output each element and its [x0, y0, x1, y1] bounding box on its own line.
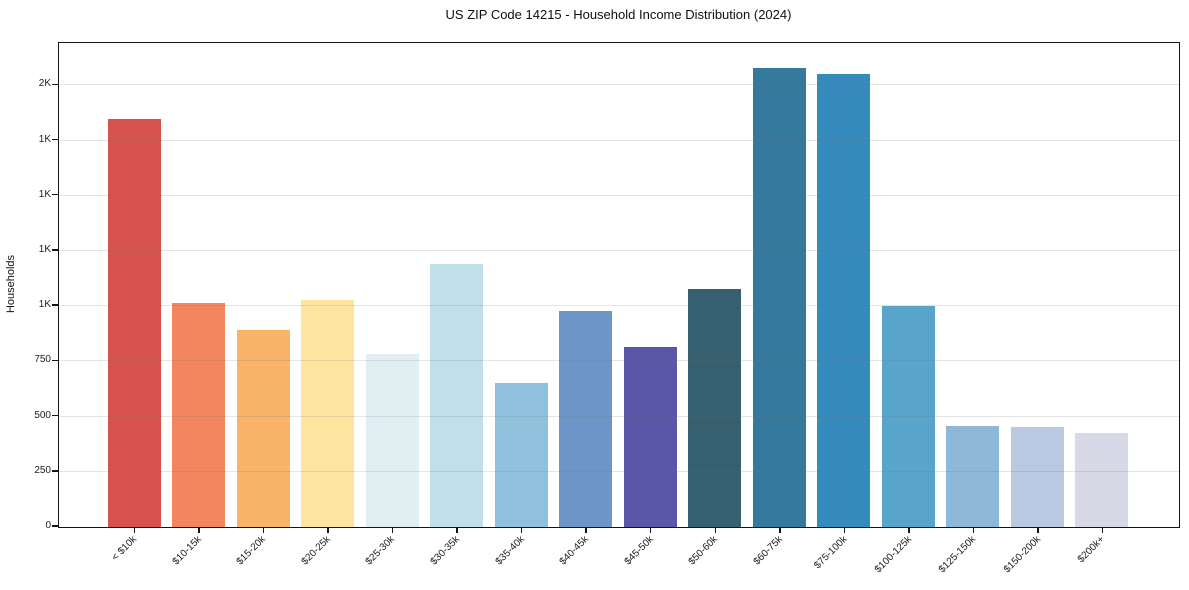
x-tick-label-text: $25-30k	[364, 534, 398, 568]
bar	[623, 346, 677, 527]
bar	[172, 303, 226, 527]
bar	[107, 119, 161, 527]
y-tick-label: 1K	[38, 299, 51, 311]
x-tick-label-text: $40-45k	[557, 534, 591, 568]
x-tick-mark	[327, 527, 329, 533]
x-tick-mark	[779, 527, 781, 533]
y-tick-mark	[52, 249, 58, 251]
bar	[881, 305, 935, 527]
x-tick-label-text: $150-200k	[1001, 534, 1043, 576]
plot-area	[57, 41, 1180, 528]
x-tick-mark	[391, 527, 394, 533]
y-tick-label: 250	[34, 464, 51, 476]
bar	[494, 382, 548, 527]
y-tick-mark	[52, 414, 58, 417]
y-tick-label: 0	[45, 520, 51, 531]
y-tick-label: 500	[34, 409, 51, 421]
bar	[1010, 427, 1064, 527]
y-tick-mark	[52, 525, 58, 527]
x-tick-label-text: $20-25k	[299, 534, 333, 568]
y-tick-mark	[52, 359, 58, 362]
x-tick-label-text: $10-15k	[170, 534, 204, 568]
x-tick-label-text: $60-75k	[751, 534, 785, 568]
bar	[817, 73, 871, 527]
gridline	[58, 194, 1179, 196]
y-tick-mark	[52, 193, 58, 196]
x-tick-label-text: $75-100k	[811, 534, 850, 572]
x-tick-mark	[972, 527, 975, 533]
y-tick-label: 1K	[38, 188, 51, 200]
y-tick-label: 750	[34, 354, 51, 366]
bar	[301, 300, 355, 527]
y-tick-mark	[52, 83, 58, 86]
x-tick-mark	[456, 527, 458, 533]
bar	[559, 311, 613, 527]
x-tick-mark	[908, 527, 910, 533]
x-tick-mark	[1037, 527, 1039, 533]
x-tick-label-text: $200k+	[1076, 534, 1108, 566]
x-tick-mark	[714, 527, 717, 533]
x-tick-mark	[1101, 527, 1104, 533]
gridline	[58, 360, 1179, 362]
gridline	[58, 305, 1179, 307]
bar	[365, 354, 419, 527]
x-tick-label-text: $50-60k	[686, 534, 721, 568]
x-tick-mark	[133, 527, 136, 533]
bar	[1075, 432, 1129, 527]
y-tick-mark	[52, 304, 58, 306]
gridline	[58, 139, 1179, 141]
x-tick-label-text: $35-40k	[493, 534, 527, 568]
bar	[688, 289, 742, 527]
x-tick-mark	[198, 527, 200, 533]
x-tick-mark	[843, 527, 846, 533]
x-tick-mark	[585, 527, 587, 533]
y-tick-mark	[52, 138, 58, 141]
x-tick-label-text: $15-20k	[234, 534, 269, 568]
x-tick-label-text: < $10k	[110, 534, 140, 564]
bar	[236, 329, 290, 527]
y-tick-label: 2K	[38, 78, 51, 90]
y-tick-mark	[52, 470, 58, 472]
chart-title: US ZIP Code 14215 - Household Income Dis…	[445, 7, 792, 22]
gridline	[58, 84, 1179, 86]
gridline	[58, 470, 1179, 472]
x-tick-label-text: $45-50k	[622, 534, 656, 568]
y-tick-label: 1K	[38, 243, 51, 255]
bar	[946, 426, 1000, 527]
x-tick-mark	[262, 527, 265, 533]
gridline	[58, 415, 1179, 417]
x-tick-mark	[649, 527, 652, 533]
gridline	[58, 249, 1179, 251]
x-tick-label-text: $125-150k	[936, 534, 979, 576]
y-tick-label: 1K	[38, 133, 51, 145]
x-tick-label-text: $30-35k	[428, 534, 462, 568]
bar	[430, 263, 484, 527]
x-tick-label-text: $100-125k	[872, 534, 914, 576]
bar	[752, 68, 806, 527]
x-tick-mark	[520, 527, 523, 533]
